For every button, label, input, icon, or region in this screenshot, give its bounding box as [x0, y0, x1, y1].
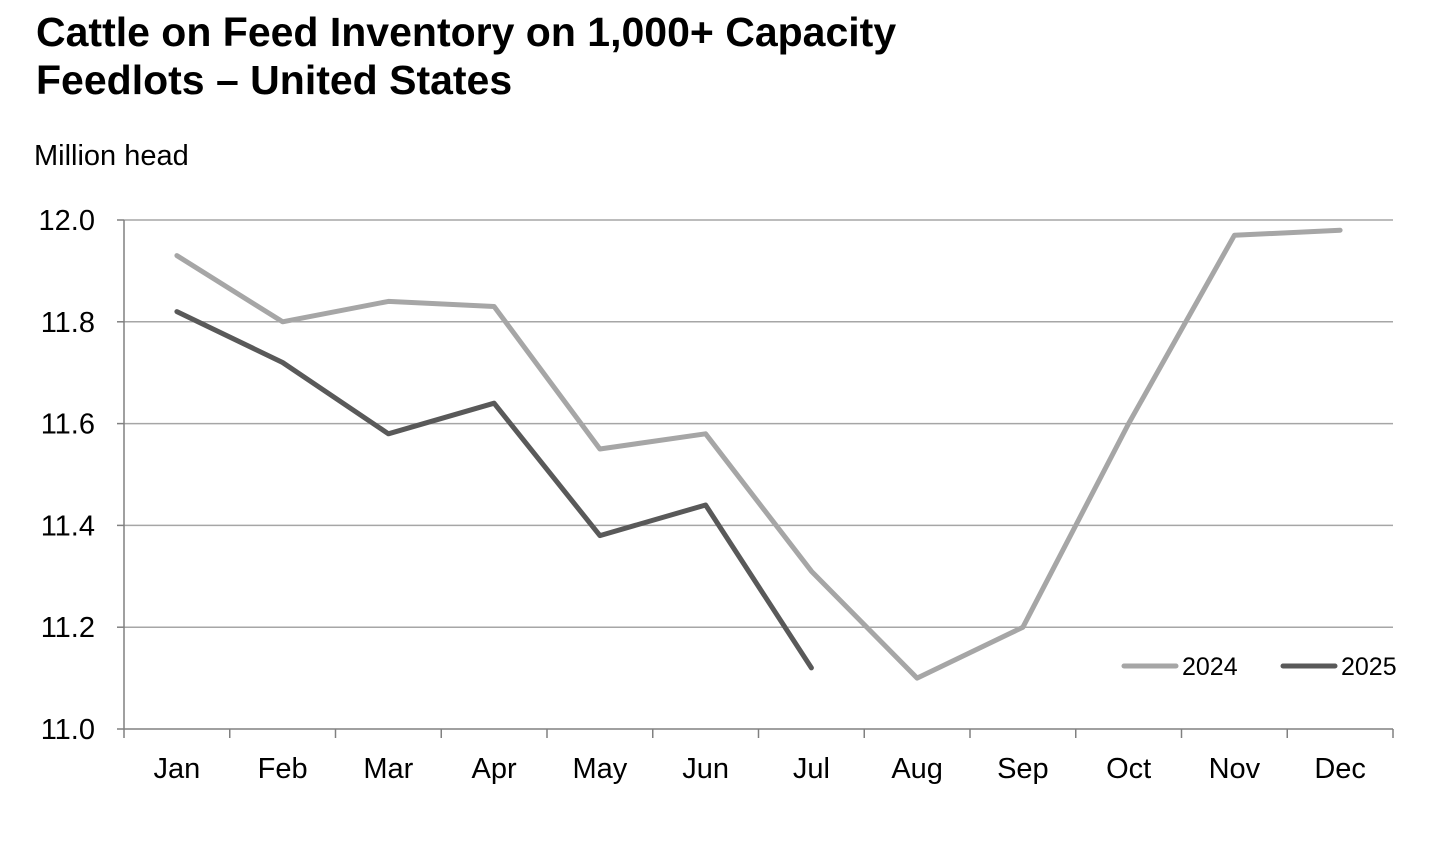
series-line-2025 [174, 309, 814, 671]
y-tick-label: 12.0 [39, 205, 95, 237]
y-tick-labels: 11.0 11.2 11.4 11.6 11.8 12.0 [39, 205, 95, 746]
y-tick-label: 11.6 [41, 409, 95, 441]
x-tick-labels: Jan Feb Mar Apr May Jun Jul Aug Sep Oct Nov Dec [153, 753, 1365, 785]
series-lines [174, 227, 1343, 681]
x-tick-label: Jun [682, 753, 729, 785]
chart-title-line-1: Cattle on Feed Inventory on 1,000+ Capac… [36, 9, 897, 55]
legend-label-2024: 2024 [1182, 653, 1238, 681]
x-tick-label: Sep [997, 753, 1049, 785]
x-tick-label: Dec [1314, 753, 1366, 785]
x-tick-label: Mar [363, 753, 413, 785]
series-line-2024 [174, 227, 1343, 681]
y-tick-label: 11.0 [41, 714, 95, 746]
y-tick-label: 11.4 [41, 510, 95, 542]
x-tick-label: Feb [258, 753, 308, 785]
x-tick-label: Jan [153, 753, 200, 785]
y-tick-label: 11.2 [41, 612, 95, 644]
legend-label-2025: 2025 [1341, 653, 1397, 681]
x-tick-label: May [572, 753, 627, 785]
chart-title-line-2: Feedlots – United States [36, 57, 513, 103]
axes [123, 220, 1394, 738]
x-tick-label: Nov [1209, 753, 1261, 785]
legend: 2024 2025 [1121, 653, 1397, 681]
x-tick-label: Oct [1106, 753, 1151, 785]
x-tick-label: Apr [472, 753, 517, 785]
chart-title: Cattle on Feed Inventory on 1,000+ Capac… [36, 8, 896, 104]
x-tick-label: Aug [891, 753, 943, 785]
y-tick-label: 11.8 [41, 307, 95, 339]
y-axis-unit-label: Million head [34, 140, 189, 172]
x-tick-label: Jul [793, 753, 830, 785]
gridlines [117, 219, 1393, 730]
